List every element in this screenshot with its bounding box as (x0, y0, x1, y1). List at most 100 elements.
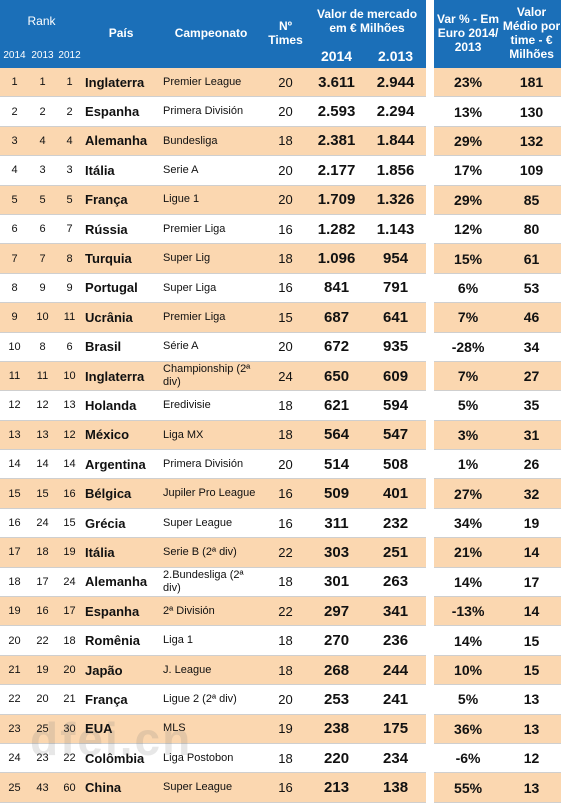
average-value: 35 (502, 390, 561, 421)
variation-percent: 5% (434, 390, 503, 421)
variation-percent: -28% (434, 332, 503, 362)
table-row: 17 18 19 Itália Serie B (2ª div) 22 303 251 21% 1… (0, 537, 561, 568)
league-name: Premier Liga (159, 302, 264, 333)
rank-2013: 23 (29, 743, 56, 774)
average-value: 132 (502, 126, 561, 157)
rank-2013: 16 (29, 596, 56, 627)
variation-percent: 36% (434, 714, 503, 744)
teams-count: 18 (263, 625, 309, 656)
valor-2014-header: 2014 (308, 44, 366, 68)
rank-2012: 14 (56, 449, 84, 480)
pais-header: País (83, 0, 160, 68)
league-name: Ligue 1 (159, 185, 264, 215)
average-value: 34 (502, 332, 561, 362)
value-2013: 2.294 (365, 96, 427, 127)
value-2013: 609 (365, 361, 427, 392)
value-2013: 791 (365, 273, 427, 304)
rank-2014: 20 (0, 625, 29, 656)
variation-percent: 5% (434, 684, 503, 715)
rank-2014: 21 (0, 655, 29, 686)
country-name: Espanha (83, 96, 160, 127)
value-2014: 621 (308, 390, 366, 421)
row-gap (426, 214, 435, 244)
value-2014: 2.381 (308, 126, 366, 157)
rank-2013: 22 (29, 625, 56, 656)
rank-2013: 4 (29, 126, 56, 157)
variation-percent: -6% (434, 743, 503, 774)
table-row: 16 24 15 Grécia Super League 16 311 232 34% 19 (0, 508, 561, 539)
rank-2014: 4 (0, 155, 29, 186)
rank-2012: 30 (56, 714, 84, 744)
row-gap (426, 243, 435, 274)
average-value: 13 (502, 684, 561, 715)
value-2013: 641 (365, 302, 427, 333)
value-2014: 303 (308, 537, 366, 568)
rank-2012: 9 (56, 273, 84, 304)
rank-2012: 5 (56, 185, 84, 215)
value-2014: 238 (308, 714, 366, 744)
rank-2014: 8 (0, 273, 29, 304)
teams-count: 18 (263, 243, 309, 274)
rank-2014: 22 (0, 684, 29, 715)
table-row: 11 11 10 Inglaterra Championship (2ª div) 24 6… (0, 361, 561, 392)
value-2014: 564 (308, 420, 366, 451)
teams-count: 20 (263, 68, 309, 98)
average-value: 13 (502, 714, 561, 744)
league-name: 2.Bundesliga (2ª div) (159, 567, 264, 598)
value-2014: 3.611 (308, 68, 366, 98)
variation-percent: 55% (434, 772, 503, 803)
value-2013: 2.944 (365, 68, 427, 98)
league-name: Liga MX (159, 420, 264, 451)
league-name: MLS (159, 714, 264, 744)
rank-2012: 12 (56, 420, 84, 451)
average-value: 61 (502, 243, 561, 274)
rank-2012: 2 (56, 96, 84, 127)
value-2013: 508 (365, 449, 427, 480)
rank-2012: 60 (56, 772, 84, 803)
rank-2013: 25 (29, 714, 56, 744)
rank-2014: 13 (0, 420, 29, 451)
country-name: Espanha (83, 596, 160, 627)
table-body: 1 1 1 Inglaterra Premier League 20 3.611 2.944 2… (0, 68, 561, 803)
rank-2013: 19 (29, 655, 56, 686)
rank-2013: 11 (29, 361, 56, 392)
table-row: 24 23 22 Colômbia Liga Postobon 18 220 234 -6% 12 (0, 743, 561, 774)
rank-2014: 18 (0, 567, 29, 598)
country-name: Rússia (83, 214, 160, 245)
row-gap (426, 625, 435, 656)
rank-2014: 17 (0, 537, 29, 568)
teams-count: 15 (263, 302, 309, 333)
country-name: Itália (83, 537, 160, 568)
rank-2013: 12 (29, 390, 56, 421)
average-value: 109 (502, 155, 561, 186)
value-2013: 1.326 (365, 185, 427, 215)
teams-count: 20 (263, 155, 309, 186)
teams-count: 19 (263, 714, 309, 744)
header-gap (426, 0, 435, 68)
average-value: 13 (502, 772, 561, 803)
row-gap (426, 596, 435, 626)
rank-2014: 25 (0, 772, 29, 803)
rank-2012: 10 (56, 361, 84, 392)
value-2013: 547 (365, 420, 427, 451)
value-2014: 1.096 (308, 243, 366, 274)
row-gap (426, 273, 435, 303)
league-name: Premier League (159, 68, 264, 98)
value-2013: 401 (365, 478, 427, 509)
average-value: 85 (502, 185, 561, 215)
average-value: 14 (502, 596, 561, 627)
average-value: 14 (502, 537, 561, 568)
country-name: França (83, 684, 160, 715)
rank-2013: 7 (29, 243, 56, 274)
value-2013: 1.143 (365, 214, 427, 245)
value-2013: 241 (365, 684, 427, 715)
rank-2012: 20 (56, 655, 84, 686)
rank-2014: 1 (0, 68, 29, 98)
league-name: 2ª División (159, 596, 264, 627)
rank-2012: 17 (56, 596, 84, 627)
medio-header: Valor Médio por time - € Milhões (502, 0, 561, 68)
rank-2013: 13 (29, 420, 56, 451)
rank-2014: 15 (0, 478, 29, 509)
rank-2012: 13 (56, 390, 84, 421)
rank-2013: 15 (29, 478, 56, 509)
